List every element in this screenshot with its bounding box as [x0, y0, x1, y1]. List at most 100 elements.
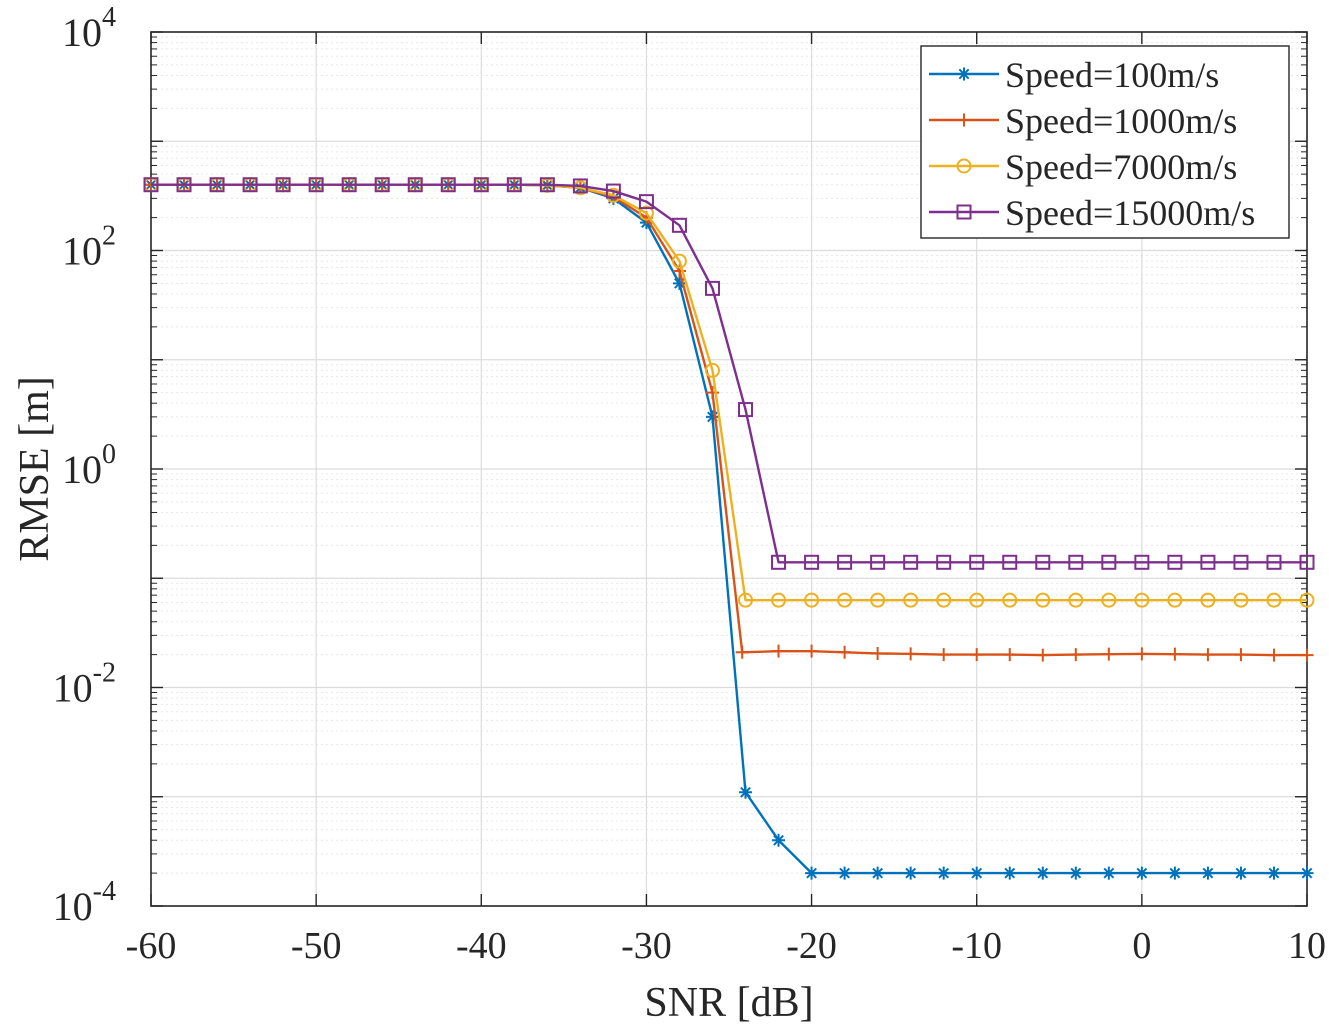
y-tick-exponent: -2	[93, 658, 116, 689]
data-point	[1068, 554, 1084, 570]
data-point	[1134, 554, 1150, 570]
data-point	[1002, 554, 1018, 570]
data-point	[969, 554, 985, 570]
data-point	[638, 205, 654, 221]
data-point	[903, 554, 919, 570]
legend-label: Speed=1000m/s	[1005, 101, 1237, 141]
data-point	[738, 592, 754, 608]
y-tick-label: 104	[62, 2, 116, 55]
data-point	[1200, 592, 1216, 608]
data-point	[341, 177, 357, 193]
legend-box	[920, 45, 1290, 239]
legend-label: Speed=15000m/s	[1005, 193, 1255, 233]
data-point	[772, 644, 786, 658]
data-point	[805, 866, 819, 880]
data-point	[903, 592, 919, 608]
data-point	[1299, 554, 1315, 570]
data-point	[704, 280, 720, 296]
data-point	[1167, 592, 1183, 608]
data-point	[937, 866, 951, 880]
data-point	[1234, 866, 1248, 880]
data-point	[1003, 866, 1017, 880]
series-4	[143, 177, 1315, 570]
data-point	[143, 177, 159, 193]
data-point	[735, 645, 749, 659]
data-point	[605, 183, 621, 199]
data-point	[1102, 647, 1116, 661]
y-tick-base: 10	[53, 884, 93, 929]
data-point	[1267, 866, 1281, 880]
data-point	[804, 592, 820, 608]
data-point	[1069, 648, 1083, 662]
data-point	[969, 592, 985, 608]
data-point	[1167, 554, 1183, 570]
data-point	[1135, 647, 1149, 661]
data-point	[704, 362, 720, 378]
legend-marker	[956, 158, 972, 174]
y-tick-base: 10	[62, 447, 102, 492]
data-point	[1266, 592, 1282, 608]
data-point	[871, 866, 885, 880]
legend-marker	[957, 67, 971, 81]
data-point	[1266, 554, 1282, 570]
data-point	[771, 554, 787, 570]
data-point	[506, 177, 522, 193]
legend: Speed=100m/s Speed=1000m/s Speed=7000m/s Sp…	[920, 45, 1290, 239]
data-point	[407, 177, 423, 193]
data-point	[904, 647, 918, 661]
x-tick-label: -20	[786, 925, 837, 967]
data-point	[1233, 554, 1249, 570]
data-point	[1101, 554, 1117, 570]
data-point	[1068, 592, 1084, 608]
data-point	[1035, 592, 1051, 608]
data-point	[1200, 554, 1216, 570]
data-point	[937, 648, 951, 662]
data-point	[1201, 866, 1215, 880]
data-point	[672, 276, 686, 290]
legend-entry: Speed=15000m/s	[929, 193, 1255, 233]
data-point	[772, 833, 786, 847]
data-point	[1102, 866, 1116, 880]
legend-marker	[957, 113, 971, 127]
data-point	[837, 554, 853, 570]
data-point	[738, 402, 754, 418]
data-point	[1300, 866, 1314, 880]
data-point	[804, 554, 820, 570]
data-point	[539, 177, 555, 193]
data-point	[176, 177, 192, 193]
y-tick-exponent: -4	[93, 876, 116, 907]
y-tick-exponent: 0	[102, 439, 116, 470]
y-tick-exponent: 4	[102, 2, 116, 33]
data-point	[671, 253, 687, 269]
y-tick-label: 10-4	[53, 876, 116, 929]
data-point	[1234, 648, 1248, 662]
data-point	[1299, 592, 1315, 608]
data-point	[638, 194, 654, 210]
x-tick-label: 0	[1132, 925, 1151, 967]
x-tick-label: -40	[456, 925, 507, 967]
x-tick-label: 10	[1288, 925, 1326, 967]
y-tick-exponent: 2	[102, 221, 116, 252]
data-point	[1300, 648, 1314, 662]
data-point	[374, 177, 390, 193]
data-point	[1168, 647, 1182, 661]
data-point	[838, 866, 852, 880]
legend-marker	[956, 204, 972, 220]
y-tick-base: 10	[53, 666, 93, 711]
data-series	[143, 177, 1315, 880]
axis-labels: -60 -50 -40 -30 -20 -10 0 1010-410-2100102104SN…	[12, 2, 1326, 1026]
y-axis-title: RMSE [m]	[12, 376, 58, 562]
data-point	[1168, 866, 1182, 880]
data-point	[1036, 866, 1050, 880]
x-axis-title: SNR [dB]	[644, 980, 813, 1026]
y-tick-label: 102	[62, 221, 116, 274]
x-tick-label: -50	[291, 925, 342, 967]
data-point	[1035, 554, 1051, 570]
data-point	[970, 648, 984, 662]
y-tick-label: 100	[62, 439, 116, 492]
data-point	[1201, 648, 1215, 662]
data-point	[837, 592, 853, 608]
data-point	[275, 177, 291, 193]
data-point	[805, 644, 819, 658]
